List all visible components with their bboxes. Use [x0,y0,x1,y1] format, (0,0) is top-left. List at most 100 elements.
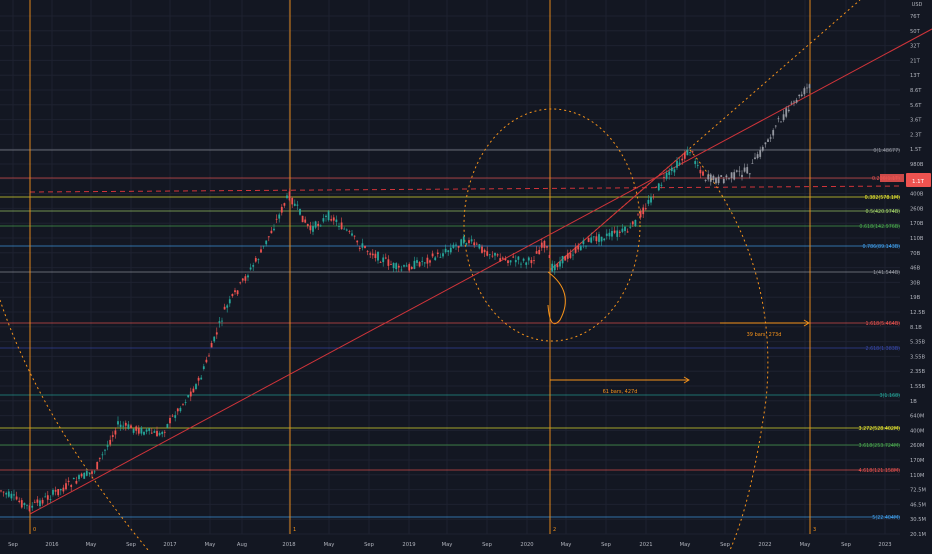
candle-body [694,161,697,165]
candle-body [608,232,611,237]
candle-body [764,142,767,145]
candle-body [44,496,47,498]
x-tick-label: 2021 [639,542,652,548]
y-tick-label: 32T [910,44,921,50]
y-tick-label: 12.5B [910,310,926,316]
candle-body [410,266,413,269]
candle-body [319,225,322,227]
y-tick-label: 400M [910,428,924,434]
candle-body [247,275,249,278]
candle-body [444,248,447,253]
trendline-short [549,149,689,271]
candle-body [777,118,780,120]
candle-body [722,178,725,184]
candle-body [512,256,515,258]
candle-body [80,473,83,477]
candle-body [301,215,304,223]
candle-body [517,256,520,260]
candle-body [171,415,174,417]
candle-body [156,430,158,437]
candle-body [790,102,793,104]
candle-body [72,477,75,480]
candle-body [733,172,736,180]
candle-body [800,94,803,97]
y-tick-label: 1.5T [910,147,922,153]
candle-body [436,252,439,254]
candle-body [257,259,260,261]
candle-body [582,240,585,245]
candle-body [20,500,23,508]
candle-body [421,260,424,262]
y-tick-label: 8.6T [910,88,922,94]
candle-body [702,171,704,176]
candle-body [738,170,741,172]
candle-body [426,257,429,264]
candle-body [122,425,125,427]
candle-body [468,240,470,244]
trendlines [29,28,932,515]
candle-body [161,431,164,435]
candle-body [148,428,151,431]
candle-body [49,499,52,500]
candle-body [470,239,473,242]
candle-body [665,172,668,179]
candle-body [655,186,658,188]
candle-body [332,217,335,221]
candle-body [270,230,273,234]
candle-body [283,203,286,206]
candle-body [795,99,798,103]
candle-body [91,471,93,474]
candle-body [280,206,283,213]
candle-body [153,431,156,433]
y-tick-label: 640M [910,414,924,420]
candle-body [725,175,728,178]
x-tick-label: Aug [237,542,247,548]
candle-body [548,255,551,258]
currency-label: USD [912,2,923,8]
y-tick-label: 110M [910,473,924,479]
y-tick-label: 1B [910,399,917,405]
y-tick-label: 980B [910,162,924,168]
candle-body [205,359,208,363]
candle-body [41,499,44,504]
last-price-badge [906,173,931,187]
x-tick-label: Sep [8,542,18,548]
candle-body [273,228,275,231]
candle-body [743,167,746,172]
candle-body [109,439,112,445]
candle-body [403,265,405,267]
candle-body [720,175,723,177]
candle-body [806,87,808,89]
candle-body [356,240,359,243]
candle-body [689,152,691,153]
candle-body [267,236,270,238]
candle-body [187,395,190,398]
candle-body [496,254,499,256]
fib-level-label: 0.618(142.976B) [859,224,900,230]
candle-body [244,276,247,281]
x-axis[interactable]: Sep 2016 May Sep 2017 May Aug 2018 May Sep 2019 May… [8,542,891,548]
candle-body [275,218,278,220]
candle-body [434,257,437,261]
candle-body [10,493,13,499]
candle-body [286,195,288,199]
dotted-right-arc [689,149,769,551]
candle-body [642,207,645,215]
candle-body [522,258,525,261]
candle-body [176,408,179,412]
candle-body [652,196,655,198]
candle-body [759,150,762,157]
dotted-ellipse [463,108,641,342]
candle-body [377,251,379,261]
candle-body [735,170,738,172]
candle-body [249,267,252,270]
candle-body [494,252,496,256]
x-tick-label: May [205,542,216,548]
candle-body [293,203,296,206]
candle-body [564,255,567,261]
candle-body [395,263,398,270]
y-axis[interactable]: USD 76T 50T 32T 21T 13T 8.6T 5.6T 3.6T 2.3T 1.5T 98… [880,2,931,538]
y-tick-label: 260B [910,206,924,212]
candle-body [538,249,541,255]
